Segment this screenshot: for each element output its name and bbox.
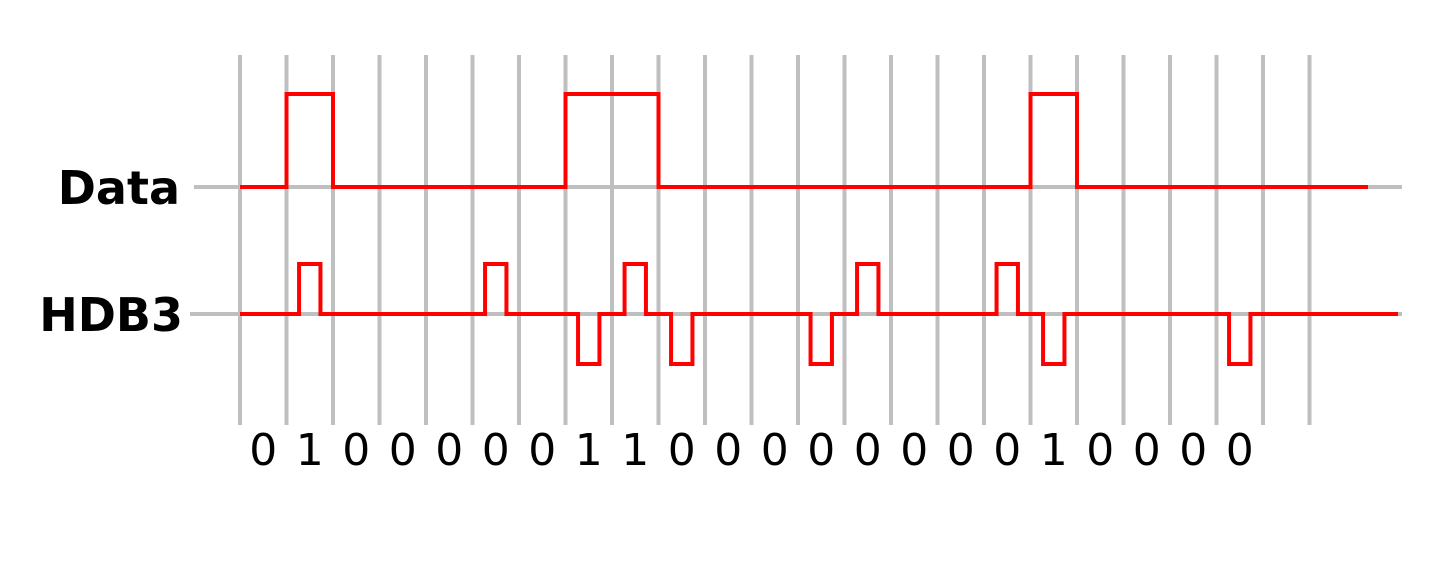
bit-label: 0 (1179, 425, 1207, 476)
hdb3-waveform (240, 262, 1398, 366)
bit-label: 0 (807, 425, 835, 476)
bit-label: 0 (528, 425, 556, 476)
bit-label: 1 (621, 425, 649, 476)
bit-label: 0 (482, 425, 510, 476)
bit-label: 0 (993, 425, 1021, 476)
data-waveform (240, 92, 1368, 189)
bit-label: 0 (854, 425, 882, 476)
bit-label: 1 (575, 425, 603, 476)
bit-label: 0 (1086, 425, 1114, 476)
bit-label: 0 (249, 425, 277, 476)
bit-label: 0 (900, 425, 928, 476)
bit-label: 0 (761, 425, 789, 476)
bit-grid (238, 55, 1312, 425)
bit-label: 0 (342, 425, 370, 476)
bit-label: 1 (296, 425, 324, 476)
bit-label: 0 (1226, 425, 1254, 476)
bit-label: 0 (435, 425, 463, 476)
bit-label: 0 (947, 425, 975, 476)
bit-label: 0 (1133, 425, 1161, 476)
bit-label: 0 (668, 425, 696, 476)
hdb3-row-label: HDB3 (39, 288, 183, 342)
bit-label: 0 (714, 425, 742, 476)
data-row-label: Data (58, 161, 180, 215)
bit-label: 0 (389, 425, 417, 476)
bit-label: 1 (1040, 425, 1068, 476)
